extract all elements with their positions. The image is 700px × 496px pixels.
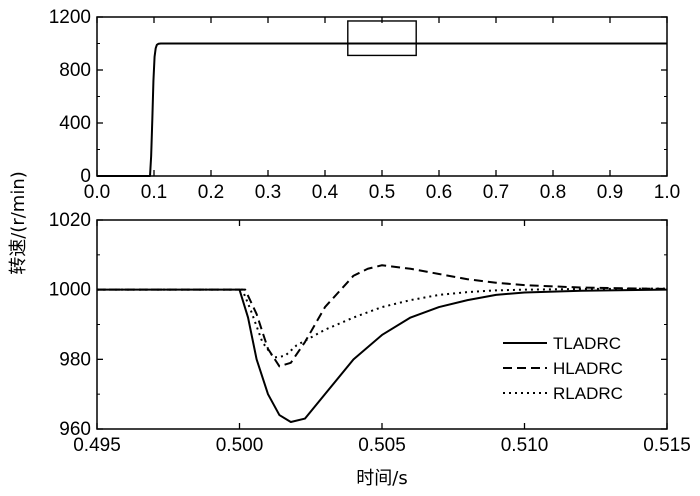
top-series-group [97, 20, 667, 177]
bottom-tick-group [96, 219, 668, 430]
x-tick-label: 0.495 [73, 435, 121, 456]
y-tick-label: 960 [59, 419, 91, 440]
y-tick-label: 0 [80, 166, 91, 187]
legend-label-tladrc: TLADRC [553, 334, 621, 353]
series-line-tladrc [97, 288, 668, 424]
y-tick-label: 1020 [49, 210, 91, 231]
x-tick-label: 0.9 [597, 182, 623, 203]
x-tick-label: 0.6 [426, 182, 452, 203]
bottom-panel: 0.495 0.500 0.505 0.510 0.51596098010001020 … [49, 210, 691, 456]
y-tick-label: 980 [59, 349, 91, 370]
x-tick-label: 0.7 [483, 182, 509, 203]
x-tick-label: 1.0 [654, 182, 680, 203]
y-tick-label: 1000 [49, 280, 91, 301]
x-tick-label: 0.4 [312, 182, 339, 203]
x-tick-label: 0.2 [198, 182, 224, 203]
x-tick-label: 0.515 [643, 435, 691, 456]
y-axis-title: 转速/(r/min) [8, 171, 29, 275]
x-tick-label: 0.3 [255, 182, 281, 203]
x-tick-label: 0.8 [540, 182, 566, 203]
legend: TLADRC HLADRC RLADRC [503, 334, 623, 403]
x-tick-label: 0.500 [216, 435, 264, 456]
y-tick-label: 1200 [49, 7, 91, 28]
bottom-tick-label-group: 0.495 0.500 0.505 0.510 0.515 960 980 1000 1020 [49, 210, 691, 456]
bottom-series-group [97, 264, 668, 424]
x-tick-label: 0.505 [358, 435, 406, 456]
top-panel: 0.0 0.1 0.2 0.3 0.4 0.5 0.6 0.7 0.8 0.9 1.0 0 400 800… [49, 7, 680, 203]
x-tick-label: 0.5 [369, 182, 395, 203]
x-axis-title: 时间/s [356, 468, 407, 489]
legend-label-hladrc: HLADRC [553, 359, 623, 378]
zoom-box [347, 20, 417, 57]
y-tick-label: 800 [59, 60, 91, 81]
x-tick-label: 0.510 [501, 435, 549, 456]
top-plot-frame [96, 16, 668, 177]
top-tick-group [96, 16, 668, 177]
x-tick-label: 0.0 [84, 182, 110, 203]
legend-label-rladrc: RLADRC [553, 384, 623, 403]
series-line-top-0 [97, 42, 667, 177]
top-tick-label-group: 0.0 0.1 0.2 0.3 0.4 0.5 0.6 0.7 0.8 0.9 1.0 0 400 800… [49, 7, 680, 203]
y-tick-label: 400 [59, 113, 91, 134]
x-tick-label: 0.1 [141, 182, 167, 203]
